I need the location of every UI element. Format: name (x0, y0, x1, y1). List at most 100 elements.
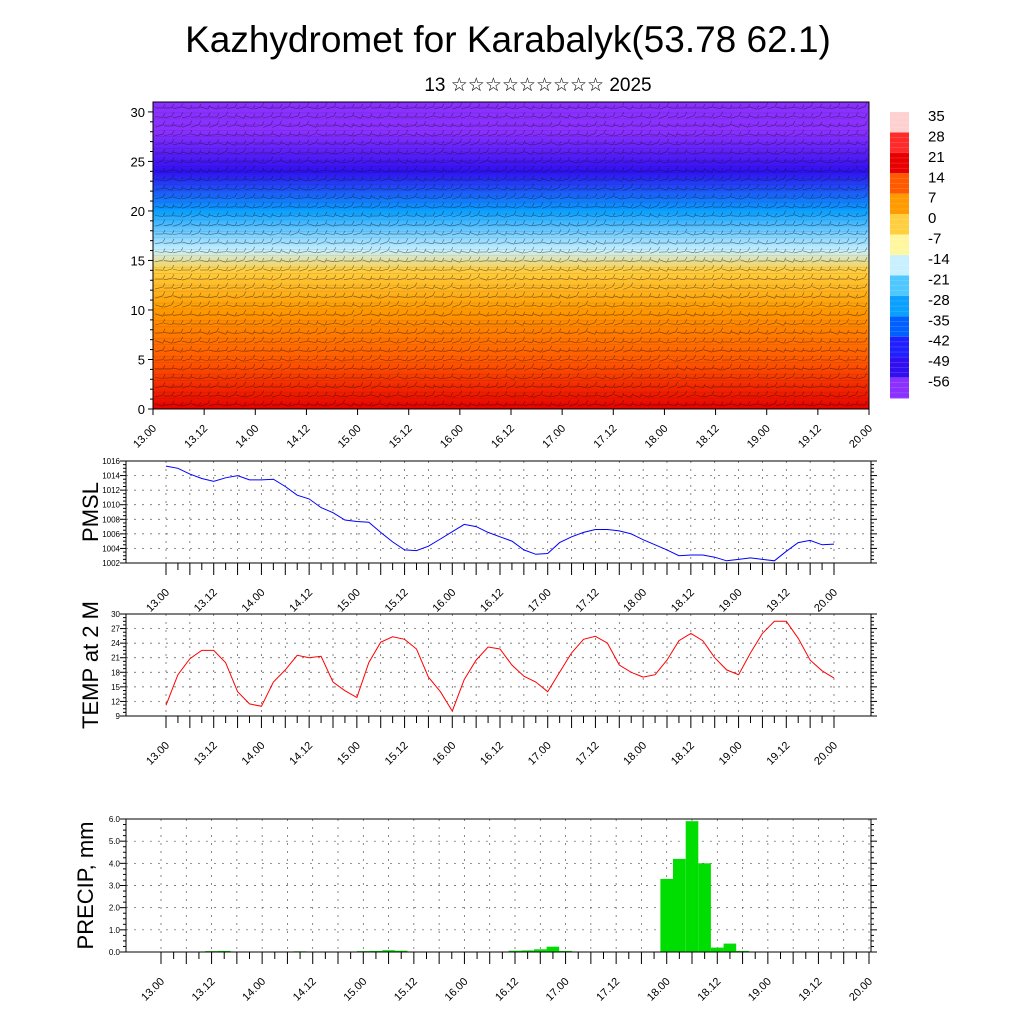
wind-barb-flag (225, 392, 229, 397)
wind-barb (164, 224, 172, 226)
wind-barb (190, 206, 200, 208)
wind-barb-flag (243, 122, 247, 128)
wind-barb-flag (567, 148, 571, 153)
wind-barb-flag (252, 138, 256, 143)
wind-barb (578, 404, 586, 406)
wind-barb-flag (567, 238, 571, 244)
wind-barb (182, 259, 190, 263)
wind-barb (272, 124, 280, 128)
wind-barb (478, 179, 488, 181)
wind-barb-flag (360, 103, 364, 109)
wind-barb-flag (324, 327, 328, 332)
wind-barb (614, 160, 622, 164)
wind-barb (280, 287, 290, 289)
wind-barb-flag (387, 311, 391, 316)
wind-barb (434, 286, 442, 290)
wind-barb-flag (189, 319, 193, 324)
wind-barb (560, 197, 568, 199)
wind-barb (605, 286, 613, 290)
wind-barb (371, 286, 379, 290)
wind-barb (290, 107, 298, 109)
wind-barb-flag (234, 283, 238, 288)
wind-barb (397, 269, 407, 271)
wind-barb-flag (333, 327, 337, 333)
wind-barb-flag (324, 237, 328, 242)
wind-barb (515, 349, 523, 353)
wind-barb-flag (495, 320, 499, 325)
wind-barb-flag (297, 221, 301, 226)
wind-barb-flag (504, 338, 508, 343)
wind-barb-flag (468, 176, 472, 181)
wind-barb-flag (306, 102, 310, 107)
wind-barb-flag (333, 274, 337, 279)
wind-barb (416, 304, 424, 308)
wind-barb (352, 188, 362, 190)
wind-barb (335, 277, 343, 281)
wind-barb (613, 152, 623, 154)
wind-barb (380, 179, 388, 181)
wind-barb-flag (306, 139, 310, 144)
wind-barb-flag (360, 402, 364, 407)
wind-barb (524, 385, 532, 389)
wind-barb (595, 332, 605, 334)
wind-barb-flag (207, 149, 211, 155)
wind-barb (208, 179, 218, 181)
wind-barb (272, 394, 280, 398)
wind-barb-flag (171, 103, 175, 108)
wind-barb-flag (342, 147, 346, 153)
wind-barb-flag (414, 373, 418, 378)
wind-barb-flag (603, 365, 607, 370)
wind-barb (218, 331, 226, 335)
wind-barb-flag (378, 374, 382, 379)
wind-barb-flag (216, 238, 220, 243)
wind-barb (326, 340, 334, 344)
wind-barb-flag (189, 229, 193, 235)
wind-barb (398, 286, 406, 290)
wind-barb-flag (504, 174, 508, 180)
wind-barb-flag (270, 256, 274, 261)
wind-barb-flag (252, 176, 256, 181)
wind-barb-flag (324, 192, 328, 198)
wind-barb-flag (216, 248, 220, 254)
wind-barb-flag (612, 221, 616, 226)
wind-barb (299, 115, 307, 119)
wind-barb (461, 206, 469, 208)
wind-barb-flag (225, 311, 229, 316)
wind-barb-flag (468, 122, 472, 127)
wind-barb-flag (261, 238, 265, 243)
wind-barb-flag (360, 381, 364, 387)
wind-barb-flag (171, 320, 175, 325)
wind-barb-flag (297, 194, 301, 200)
wind-barb (497, 394, 505, 398)
wind-barb (614, 268, 622, 272)
wind-barb-flag (558, 183, 562, 188)
wind-barb (173, 250, 181, 254)
wind-barb (452, 133, 460, 137)
wind-barb-flag (576, 104, 580, 109)
wind-barb (272, 331, 280, 335)
wind-barb (497, 403, 505, 407)
wind-barb-flag (549, 302, 553, 308)
wind-barb-flag (225, 202, 229, 208)
wind-barb (506, 115, 514, 119)
wind-barb (362, 277, 370, 281)
wind-barb-flag (279, 382, 283, 388)
wind-barb (443, 250, 451, 254)
wind-barb-flag (603, 401, 607, 406)
wind-barb (182, 116, 190, 118)
wind-barb-flag (261, 264, 265, 270)
wind-barb (604, 161, 614, 163)
wind-barb-flag (567, 355, 571, 360)
wind-barb (407, 196, 415, 200)
wind-barb (335, 205, 343, 209)
wind-barb (470, 377, 478, 379)
wind-barb-flag (576, 356, 580, 362)
wind-barb-flag (396, 219, 400, 224)
wind-barb (389, 340, 397, 344)
wind-barb (325, 323, 335, 325)
wind-barb-flag (324, 230, 328, 235)
wind-barb (308, 385, 316, 389)
wind-barb (371, 250, 379, 254)
wind-barb-flag (594, 283, 598, 288)
wind-barb-flag (270, 301, 274, 306)
